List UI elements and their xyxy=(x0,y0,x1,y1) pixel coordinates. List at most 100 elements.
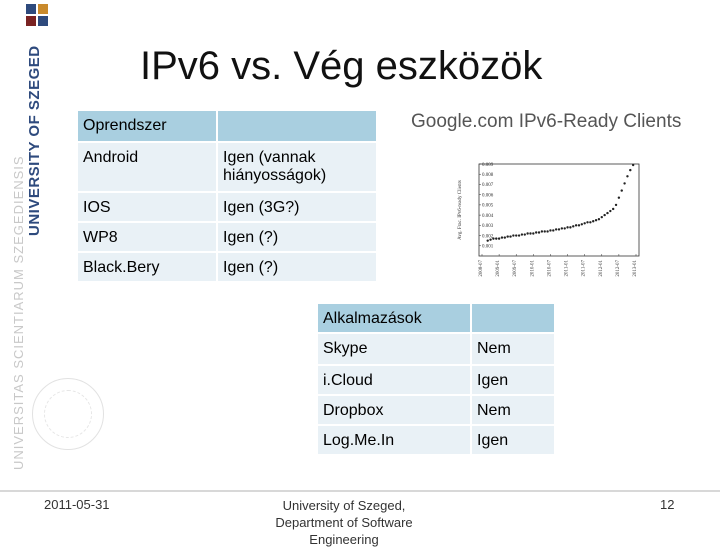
os-table: Oprendszer Android Igen (vannak hiányoss… xyxy=(76,109,378,283)
chart-data-point xyxy=(566,226,569,229)
chart-xtick-label: 2011-07 xyxy=(582,260,587,277)
apps-table-row: Log.Me.In Igen xyxy=(318,426,554,454)
apps-table-header-cell xyxy=(472,304,554,332)
chart-data-point xyxy=(626,175,629,178)
chart-data-point xyxy=(617,196,621,199)
chart-data-point xyxy=(609,209,612,213)
chart-ytick-label: 0.002 xyxy=(482,234,494,239)
chart-xtick-label: 2008-07 xyxy=(479,260,484,277)
chart-data-point xyxy=(523,233,526,236)
chart-data-point xyxy=(600,215,603,219)
university-latin-name: UNIVERSITAS SCIENTIARUM SZEGEDIENSIS xyxy=(11,155,26,470)
apps-table-cell: Nem xyxy=(472,334,554,364)
chart-data-point xyxy=(512,234,515,237)
os-table-cell: Igen (?) xyxy=(218,253,376,281)
chart-data-point xyxy=(620,189,623,192)
chart-ytick-label: 0.007 xyxy=(482,183,494,188)
chart-data-point xyxy=(554,228,558,231)
chart-data-point xyxy=(517,234,521,237)
os-table-header-cell: Oprendszer xyxy=(78,111,216,141)
chart-data-point xyxy=(577,224,581,227)
chart-data-point xyxy=(569,226,572,229)
chart-data-point xyxy=(520,233,524,236)
chart-data-point xyxy=(614,203,618,207)
university-seal-icon xyxy=(32,378,104,450)
chart-data-point xyxy=(552,229,555,232)
chart-data-point xyxy=(603,213,606,217)
chart-data-point xyxy=(580,223,584,226)
chart-data-point xyxy=(592,220,595,223)
ipv6-chart: Avg. Frac. IPv6-ready Clients 0.009 0.008 0… xyxy=(455,158,645,286)
os-table-header-cell xyxy=(218,111,376,141)
chart-data-point xyxy=(560,227,564,230)
chart-data-point xyxy=(606,211,609,215)
chart-data-point xyxy=(574,224,578,227)
chart-data-point xyxy=(492,237,495,240)
chart-data-point xyxy=(532,232,535,235)
university-logo-strip: UNIVERSITY OF SZEGED UNIVERSITAS SCIENTI… xyxy=(0,0,48,480)
chart-ytick-label: 0.003 xyxy=(482,224,494,229)
chart-ytick-label: 0.009 xyxy=(482,163,494,168)
chart-data-point xyxy=(586,221,589,224)
chart-ytick-label: 0.008 xyxy=(482,173,494,178)
chart-data-point xyxy=(506,235,509,238)
chart-ylabel: Avg. Frac. IPv6-ready Clients xyxy=(458,180,463,240)
ipv6-chart-svg: Avg. Frac. IPv6-ready Clients 0.009 0.008 0… xyxy=(458,163,640,277)
apps-table-row: i.Cloud Igen xyxy=(318,366,554,394)
os-table-cell: Black.Bery xyxy=(78,253,216,281)
os-table-cell: Android xyxy=(78,143,216,191)
chart-data-point xyxy=(526,232,529,235)
chart-heading: Google.com IPv6-Ready Clients xyxy=(411,111,682,132)
chart-data-point xyxy=(611,207,615,211)
os-table-row: Black.Bery Igen (?) xyxy=(78,253,376,281)
footer-page-number: 12 xyxy=(660,497,675,512)
chart-xtick-label: 2013-01 xyxy=(633,260,638,277)
chart-data-point xyxy=(537,231,541,234)
chart-data-point xyxy=(546,230,549,233)
os-table-row: IOS Igen (3G?) xyxy=(78,193,376,221)
apps-table-cell: Log.Me.In xyxy=(318,426,470,454)
chart-data-point xyxy=(597,218,601,221)
chart-data-point xyxy=(572,225,575,228)
chart-data-point xyxy=(486,239,489,242)
chart-xtick-label: 2010-07 xyxy=(547,260,552,277)
chart-xtick-label: 2012-01 xyxy=(599,260,604,277)
apps-table-row: Skype Nem xyxy=(318,334,554,364)
chart-xtick-label: 2011-01 xyxy=(565,260,570,277)
apps-table-cell: Igen xyxy=(472,426,554,454)
chart-data-point xyxy=(529,232,532,235)
university-crest-icon xyxy=(26,4,48,26)
chart-data-point xyxy=(515,234,518,237)
chart-ytick-label: 0.004 xyxy=(482,214,494,219)
apps-table-cell: Skype xyxy=(318,334,470,364)
footer-department: University of Szeged, Department of Soft… xyxy=(275,498,413,547)
chart-data-point xyxy=(631,163,635,167)
chart-frame xyxy=(478,163,640,257)
os-table-cell: IOS xyxy=(78,193,216,221)
os-table-cell: Igen (3G?) xyxy=(218,193,376,221)
chart-data-point xyxy=(594,219,598,222)
chart-xtick-label: 2009-01 xyxy=(496,260,501,277)
chart-data-point xyxy=(503,236,507,239)
footer-divider xyxy=(0,490,720,492)
os-table-cell: Igen (?) xyxy=(218,223,376,251)
chart-data-point xyxy=(623,182,626,185)
chart-data-point xyxy=(500,236,504,239)
chart-data-point xyxy=(495,237,498,240)
apps-table: Alkalmazások Skype Nem i.Cloud Igen Drop… xyxy=(316,302,556,456)
chart-ytick-label: 0.006 xyxy=(482,193,494,198)
footer-date: 2011-05-31 xyxy=(44,497,110,512)
os-table-cell: Igen (vannak hiányosságok) xyxy=(218,143,376,191)
apps-table-cell: Nem xyxy=(472,396,554,424)
chart-xtick-label: 2010-01 xyxy=(530,260,535,277)
apps-table-row: Dropbox Nem xyxy=(318,396,554,424)
os-table-row: WP8 Igen (?) xyxy=(78,223,376,251)
apps-table-header-row: Alkalmazások xyxy=(318,304,554,332)
chart-data-point xyxy=(549,229,552,232)
chart-data-point xyxy=(497,237,501,240)
apps-table-cell: Dropbox xyxy=(318,396,470,424)
university-name: UNIVERSITY OF SZEGED xyxy=(26,45,43,236)
chart-data-point xyxy=(489,238,492,241)
os-table-cell: WP8 xyxy=(78,223,216,251)
chart-data-point xyxy=(509,235,512,238)
